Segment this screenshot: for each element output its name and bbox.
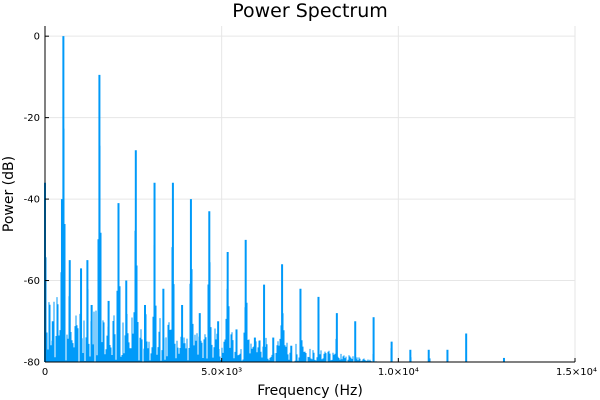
chart-title: Power Spectrum: [232, 0, 388, 22]
x-tick-label: 1.5×10⁴: [556, 367, 597, 378]
spectrum-series: [44, 36, 505, 362]
grid-lines: [45, 26, 576, 362]
y-tick-label: -60: [24, 276, 40, 287]
x-tick-label: 1.0×10⁴: [378, 367, 419, 378]
spectrum-noise-body: [44, 111, 467, 362]
y-tick-label: 0: [34, 32, 40, 43]
x-tick-label: 0: [42, 367, 48, 378]
x-axis-label: Frequency (Hz): [257, 383, 363, 399]
axis-ticks: 0 5.0×10³ 1.0×10⁴ 1.5×10⁴ 0 -20 -40 -60 -80: [24, 32, 597, 378]
y-tick-label: -40: [24, 195, 40, 206]
x-tick-label: 5.0×10³: [201, 367, 242, 378]
y-tick-label: -20: [24, 113, 40, 124]
y-axis-label: Power (dB): [1, 156, 17, 232]
y-tick-label: -80: [24, 358, 40, 369]
